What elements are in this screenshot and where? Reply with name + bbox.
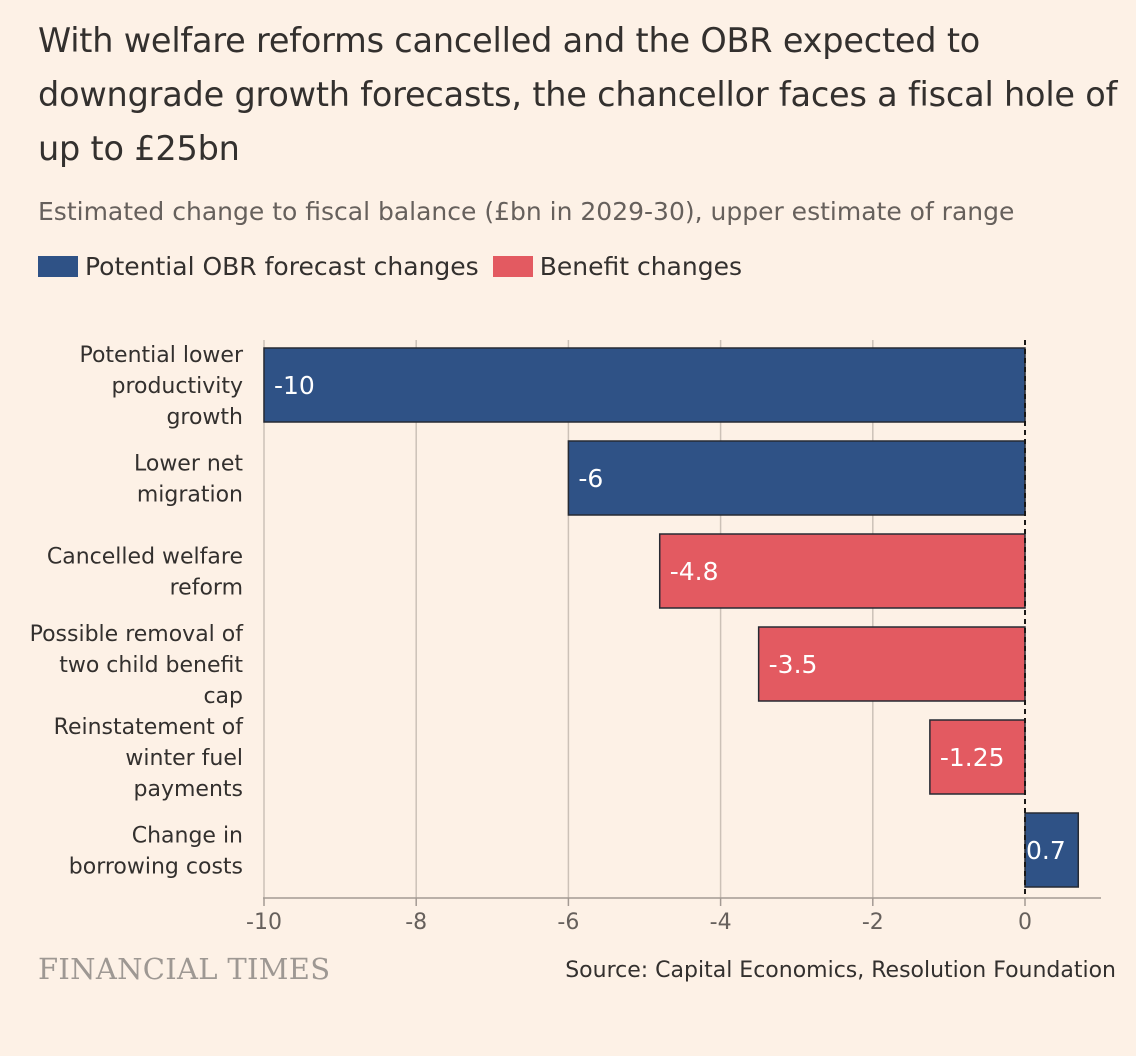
- bar-value-label: 0.7: [1026, 836, 1066, 865]
- category-label-line: growth: [166, 405, 243, 430]
- legend-swatch-obr: [38, 255, 78, 277]
- bar: [929, 719, 1026, 795]
- chart-title: With welfare reforms cancelled and the O…: [38, 21, 1118, 168]
- category-label-line: two child benefit: [59, 653, 243, 678]
- bar: [1024, 812, 1080, 888]
- category-label-line: payments: [134, 777, 243, 802]
- bar-value-label: -3.5: [769, 650, 818, 679]
- legend-swatch-benefit: [492, 255, 533, 277]
- category-label: Possible removal of two child benefit cap: [30, 622, 245, 709]
- category-label-line: Lower net: [134, 452, 243, 477]
- x-tick-label: -6: [557, 910, 579, 935]
- legend-item-benefit: Benefit changes: [492, 251, 742, 281]
- category-label: Cancelled welfare reform: [47, 545, 243, 601]
- legend-item-obr: Potential OBR forecast changes: [38, 252, 479, 281]
- legend-label-obr: Potential OBR forecast changes: [85, 251, 479, 281]
- category-label-line: Cancelled welfare: [47, 545, 243, 570]
- category-label: Reinstatement of winter fuel payments: [54, 715, 245, 802]
- category-label-line: winter fuel: [125, 746, 243, 771]
- category-label-line: borrowing costs: [69, 855, 243, 880]
- category-label-line: Reinstatement of: [54, 715, 245, 740]
- x-tick-label: 0: [1018, 910, 1032, 935]
- category-label-line: productivity: [111, 374, 243, 399]
- bar-value-label: -4.8: [670, 557, 719, 586]
- bar-chart: -10 -8 -6 -4 -2 0 -10 Potential lower productivi…: [30, 340, 1101, 935]
- bar-value-label: -6: [578, 464, 603, 493]
- category-label-line: Change in: [132, 824, 243, 849]
- category-label-line: Potential lower: [79, 343, 243, 368]
- category-label: Lower net migration: [134, 452, 243, 508]
- bar: [263, 347, 1026, 423]
- x-tick-label: -2: [862, 910, 884, 935]
- category-label-line: Possible removal of: [30, 622, 245, 647]
- bar: [658, 533, 1026, 609]
- x-tick-label: -10: [246, 910, 282, 935]
- bar: [567, 440, 1026, 516]
- category-label-line: reform: [170, 576, 243, 601]
- ft-logo: FINANCIAL TIMES: [38, 952, 331, 986]
- x-tick-label: -8: [405, 910, 427, 935]
- source-note: Source: Capital Economics, Resolution Fo…: [565, 958, 1116, 983]
- x-tick-label: -4: [710, 910, 732, 935]
- bar-value-label: -10: [274, 371, 315, 400]
- bar: [757, 626, 1026, 702]
- category-label-line: cap: [203, 684, 243, 709]
- legend: Potential OBR forecast changes Benefit c…: [38, 246, 756, 286]
- bar-value-label: -1.25: [940, 743, 1005, 772]
- category-label: Change in borrowing costs: [69, 824, 243, 880]
- category-label: Potential lower productivity growth: [79, 343, 243, 430]
- chart-subtitle: Estimated change to fiscal balance (£bn …: [38, 197, 1015, 226]
- legend-label-benefit: Benefit changes: [539, 251, 742, 281]
- category-label-line: migration: [137, 483, 243, 508]
